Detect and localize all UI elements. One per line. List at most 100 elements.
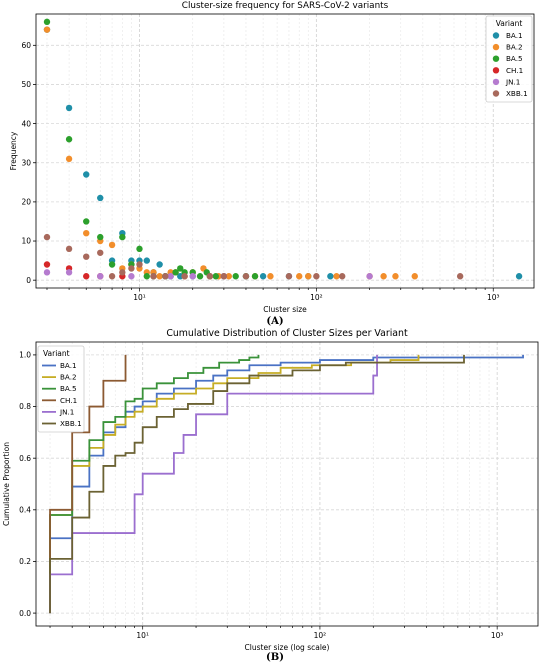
- data-point-ba-1: [97, 194, 104, 202]
- data-point-jn-1: [43, 269, 51, 276]
- data-point-xbb-1: [108, 273, 116, 280]
- data-point-ba-2: [65, 155, 73, 163]
- data-point-jn-1: [97, 273, 104, 280]
- data-point-ba-2: [333, 273, 340, 280]
- data-point-ba-2: [380, 273, 387, 280]
- data-point-ba-2: [305, 273, 312, 280]
- x-tick-label: 10²: [310, 293, 323, 302]
- data-point-ba-5: [136, 245, 143, 253]
- legend-label: JN.1: [59, 407, 74, 416]
- x-tick-label: 10²: [314, 631, 327, 640]
- data-point-ba-5: [212, 273, 219, 280]
- legend-title: Variant: [496, 19, 523, 28]
- legend-title: Variant: [43, 349, 70, 358]
- legend-label: BA.1: [60, 361, 77, 370]
- data-point-ba-5: [83, 218, 90, 225]
- y-tick-label: 10: [21, 237, 31, 246]
- data-point-jn-1: [167, 273, 174, 280]
- cdf-line-ba-1: [49, 354, 524, 614]
- data-point-ba-2: [43, 26, 51, 33]
- cdf-line-ba-5: [49, 354, 260, 614]
- data-point-xbb-1: [339, 273, 346, 280]
- y-tick-label: 50: [21, 80, 31, 89]
- data-point-ba-5: [251, 273, 259, 280]
- data-point-ba-5: [177, 265, 184, 272]
- legend-label: CH.1: [506, 66, 523, 75]
- data-point-ba-5: [119, 233, 126, 241]
- data-point-xbb-1: [456, 273, 464, 280]
- data-point-ba-5: [232, 273, 239, 280]
- legend-label: JN.1: [505, 77, 520, 86]
- data-point-xbb-1: [206, 273, 214, 280]
- data-point-ba-2: [411, 273, 418, 280]
- legend-label: BA.5: [60, 384, 77, 393]
- data-point-xbb-1: [43, 233, 51, 241]
- y-tick-label: 40: [21, 119, 31, 128]
- data-point-ba-5: [97, 233, 104, 241]
- legend-label: BA.2: [506, 43, 523, 52]
- y-tick-label: 1.0: [19, 351, 31, 360]
- legend-label: BA.1: [506, 31, 523, 40]
- data-point-ch-1: [43, 261, 51, 268]
- cdf-chart-b: 0.0 0.2 0.4 0.6 0.8 1.0 10¹ 10² 10³ Cumulative Di…: [2, 328, 539, 652]
- data-point-xbb-1: [313, 273, 320, 280]
- legend-label: CH.1: [60, 396, 77, 405]
- data-point-xbb-1: [97, 249, 104, 256]
- y-tick-label: 20: [21, 198, 31, 207]
- data-point-ba-2: [225, 273, 233, 280]
- legend-box: [37, 345, 85, 433]
- plot-frame: [35, 341, 539, 627]
- data-point-jn-1: [366, 273, 373, 280]
- data-point-ba-5: [108, 261, 116, 268]
- data-point-xbb-1: [119, 269, 126, 276]
- data-point-ba-2: [83, 230, 90, 237]
- chart-title: Cumulative Distribution of Cluster Sizes…: [166, 328, 408, 339]
- panel-label-b: (B): [266, 652, 284, 663]
- data-point-jn-1: [189, 273, 196, 280]
- y-tick-label: 0: [26, 276, 31, 285]
- legend-label: BA.5: [506, 54, 523, 63]
- y-tick-label: 0.0: [19, 609, 31, 618]
- data-point-xbb-1: [65, 245, 73, 253]
- data-point-ba-1: [143, 257, 150, 264]
- data-point-xbb-1: [136, 261, 143, 268]
- cdf-line-ch-1: [49, 354, 127, 614]
- data-point-ba-1: [259, 273, 267, 280]
- legend-marker: [492, 55, 500, 62]
- data-point-xbb-1: [285, 273, 293, 280]
- data-point-xbb-1: [150, 273, 157, 280]
- legend-marker: [492, 67, 500, 74]
- x-axis-label: Cluster size (log scale): [245, 643, 330, 652]
- data-point-ba-1: [515, 273, 523, 280]
- data-point-ba-2: [108, 241, 116, 249]
- data-point-ba-1: [327, 273, 334, 280]
- chart-title: Cluster-size frequency for SARS-CoV-2 va…: [182, 1, 389, 11]
- data-point-xbb-1: [220, 273, 228, 280]
- data-point-ba-2: [267, 273, 274, 280]
- x-tick-label: 10¹: [136, 631, 149, 640]
- data-point-ba-2: [392, 273, 399, 280]
- scatter-chart-a: 0 10 20 30 40 50 60 10¹ 10² 10³ Cluster-size frequ…: [9, 1, 535, 314]
- y-tick-label: 60: [21, 41, 31, 50]
- data-point-ba-5: [43, 18, 51, 26]
- cdf-line-xbb-1: [49, 354, 465, 614]
- y-axis-label: Cumulative Proportion: [2, 442, 11, 526]
- data-point-ba-1: [65, 104, 73, 112]
- y-tick-label: 0.4: [19, 506, 31, 515]
- legend-label: XBB.1: [506, 89, 528, 98]
- data-point-ba-1: [83, 171, 90, 178]
- plot-frame: [35, 13, 535, 289]
- legend-marker: [492, 90, 500, 97]
- y-tick-label: 0.8: [19, 402, 31, 411]
- cdf-line-jn-1: [49, 354, 378, 614]
- data-point-xbb-1: [83, 253, 90, 260]
- data-point-ba-2: [296, 273, 303, 280]
- data-point-xbb-1: [128, 265, 135, 272]
- y-tick-label: 30: [21, 158, 31, 167]
- panel-label-a: (A): [266, 316, 284, 327]
- y-axis-label: Frequency: [9, 131, 18, 170]
- data-point-ch-1: [83, 273, 90, 280]
- data-point-ba-5: [196, 273, 204, 280]
- y-tick-label: 0.6: [19, 454, 31, 463]
